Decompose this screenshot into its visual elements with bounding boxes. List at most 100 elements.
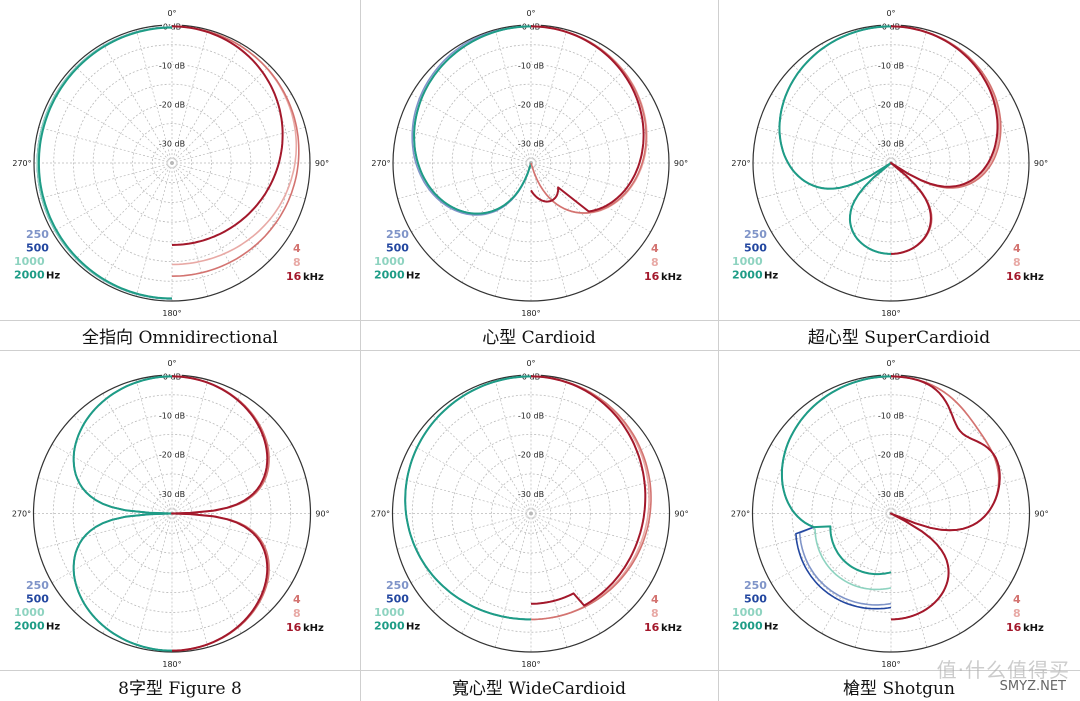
polar-plot: 0 dB-10 dB-20 dB-30 dB0°90°180°270°25050… <box>12 9 329 318</box>
angle-label: 270° <box>371 510 390 519</box>
legend-low-item: 1000 <box>14 255 45 268</box>
grid-spoke <box>102 393 173 514</box>
grid-spoke <box>410 513 532 584</box>
grid-spoke <box>793 65 892 164</box>
angle-label: 270° <box>371 159 390 168</box>
polar-plot: 0 dB-10 dB-20 dB-30 dB0°90°180°270°25050… <box>731 359 1049 669</box>
angle-label: 270° <box>731 159 750 168</box>
legend-high-item: 16 <box>644 270 660 283</box>
grid-spoke <box>102 43 173 164</box>
grid-circle <box>772 44 1010 282</box>
legend-low-item: 1000 <box>374 255 405 268</box>
grid-spoke <box>890 513 961 634</box>
grid-spoke <box>461 43 532 164</box>
angle-label: 90° <box>674 510 688 519</box>
grid-spoke <box>821 393 892 514</box>
grid-spoke <box>73 415 173 514</box>
legend-low-item: 500 <box>744 593 767 606</box>
grid-spoke <box>171 513 293 584</box>
grid-circle <box>491 123 571 203</box>
legend-low-item: 250 <box>386 228 409 241</box>
db-label: -10 dB <box>159 412 185 421</box>
grid-spoke <box>171 162 270 261</box>
db-label: -30 dB <box>878 490 904 499</box>
db-label: -20 dB <box>159 100 185 109</box>
legend-low-item: 2000 <box>732 620 763 633</box>
legend-low-unit: Hz <box>406 622 420 633</box>
grid-circle <box>431 414 631 613</box>
legend-low-item: 500 <box>26 242 49 255</box>
db-label: -10 dB <box>518 61 544 70</box>
grid-spoke <box>411 162 532 233</box>
grid-circle <box>510 493 552 534</box>
legend-high-unit: kHz <box>661 272 682 283</box>
chart-panel-supercardioid: 0 dB -10 dB -20 dB -30 dB 0° 90° 180° 270° 250 50… <box>718 0 1080 350</box>
grid-spoke <box>530 443 652 514</box>
angle-label: 90° <box>674 159 688 168</box>
db-label: -20 dB <box>518 100 544 109</box>
grid-spoke <box>530 29 568 164</box>
watermark-sub: SMYZ.NET <box>999 679 1066 694</box>
grid-spoke <box>770 443 892 514</box>
grid-spoke <box>410 443 532 514</box>
db-label: -30 dB <box>518 490 544 499</box>
grid-spoke <box>494 379 532 514</box>
angle-label: 180° <box>881 309 900 318</box>
legend-high-item: 8 <box>1013 607 1021 620</box>
series-line-2000 <box>413 25 532 215</box>
grid-spoke <box>757 477 892 514</box>
grid-spoke <box>135 379 173 514</box>
grid-spoke <box>890 29 928 164</box>
grid-spoke <box>821 162 892 283</box>
angle-label: 0° <box>526 359 535 368</box>
grid-spoke <box>397 162 532 200</box>
grid-circle <box>771 394 1011 633</box>
grid-spoke <box>854 379 892 514</box>
angle-label: 180° <box>521 660 540 669</box>
grid-spoke <box>38 477 173 514</box>
grid-spoke <box>530 162 629 261</box>
legend-high-item: 4 <box>293 242 301 255</box>
chart-caption: 全指向 Omnidirectional <box>82 327 278 348</box>
series-line-2000 <box>778 25 892 255</box>
series-line-1000 <box>781 375 892 591</box>
outer-ring <box>391 374 671 653</box>
grid-spoke <box>757 126 892 164</box>
grid-spoke <box>530 393 601 514</box>
angle-label: 270° <box>731 510 750 519</box>
grid-spoke <box>171 513 209 648</box>
angle-label: 0° <box>167 359 176 368</box>
grid-divider-horizontal <box>0 350 1080 351</box>
grid-spoke <box>821 513 892 634</box>
series-line-4 <box>890 375 1000 621</box>
grid-spoke <box>433 162 532 261</box>
series-line-16 <box>530 375 647 607</box>
legend-high-item: 4 <box>1013 242 1021 255</box>
angle-label: 0° <box>886 359 895 368</box>
grid-spoke <box>890 65 989 164</box>
grid-spoke <box>171 477 306 514</box>
grid-spoke <box>890 513 990 612</box>
grid-spoke <box>38 513 173 550</box>
legend-low-item: 2000 <box>374 269 405 282</box>
grid-circle <box>831 103 951 223</box>
legend-low-unit: Hz <box>46 622 60 633</box>
grid-spoke <box>51 513 173 584</box>
legend-high-item: 16 <box>1006 270 1022 283</box>
grid-spoke <box>171 513 242 634</box>
series-line-2000 <box>37 26 172 300</box>
outer-ring <box>33 24 311 302</box>
grid-spoke <box>770 513 892 584</box>
series-line-500 <box>413 25 532 215</box>
grid-spoke <box>432 513 532 612</box>
grid-circle <box>851 473 931 554</box>
legend-high-item: 8 <box>1013 256 1021 269</box>
outer-ring <box>392 24 670 302</box>
polar-plot: 0 dB-10 dB-20 dB-30 dB0°90°180°270°25050… <box>731 9 1048 318</box>
grid-spoke <box>530 162 601 283</box>
grid-spoke <box>530 162 665 200</box>
grid-spoke <box>171 43 242 164</box>
chart-panel-cardioid: 0 dB -10 dB -20 dB -30 dB 0° 90° 180° 270° 250 50… <box>360 0 718 350</box>
grid-spoke <box>890 162 989 261</box>
grid-spoke <box>821 43 892 164</box>
